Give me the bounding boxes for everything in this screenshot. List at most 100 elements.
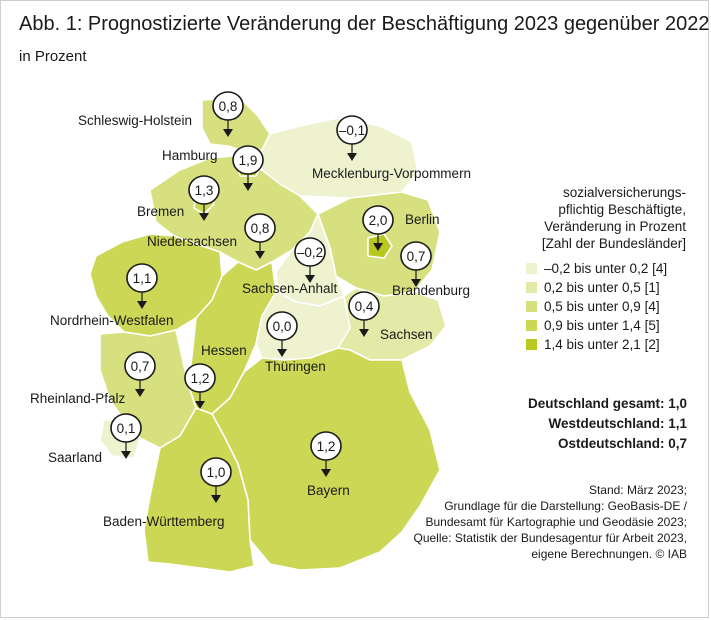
legend-swatch <box>526 320 537 331</box>
marker-bubble <box>126 263 158 293</box>
state-label: Mecklenburg-Vorpommern <box>312 166 471 181</box>
marker-pointer <box>121 451 131 459</box>
marker-value: 0,7 <box>407 249 426 264</box>
state-label: Hamburg <box>162 148 218 163</box>
legend-swatch <box>526 339 537 350</box>
marker-value: 0,7 <box>131 359 150 374</box>
marker-bubble <box>124 351 156 381</box>
marker-value: 0,1 <box>117 421 136 436</box>
value-marker: 1,2 <box>310 431 342 477</box>
legend-item: 0,2 bis unter 0,5 [1] <box>526 278 686 297</box>
value-marker: –0,1 <box>336 115 368 161</box>
marker-pointer <box>135 389 145 397</box>
marker-bubble <box>294 237 326 267</box>
value-marker: 1,3 <box>188 175 220 221</box>
state-label: Rheinland-Pfalz <box>30 391 126 406</box>
value-marker: 0,7 <box>124 351 156 397</box>
source-note: Stand: März 2023; Grundlage für die Dars… <box>413 483 688 561</box>
marker-pointer <box>211 495 221 503</box>
marker-pointer <box>137 301 147 309</box>
state-label: Hessen <box>201 343 247 358</box>
total-east: Ostdeutschland: 0,7 <box>557 436 687 451</box>
marker-pointer <box>199 213 209 221</box>
marker-bubble <box>310 431 342 461</box>
marker-value: 1,2 <box>317 439 336 454</box>
marker-bubble <box>348 291 380 321</box>
value-marker: 2,0 <box>362 205 394 251</box>
marker-bubble <box>188 175 220 205</box>
marker-value: 0,0 <box>273 319 292 334</box>
marker-bubble <box>336 115 368 145</box>
marker-bubble <box>244 213 276 243</box>
total-germany: Deutschland gesamt: 1,0 <box>527 396 687 411</box>
marker-pointer <box>359 329 369 337</box>
marker-pointer <box>411 279 421 287</box>
state-label: Berlin <box>405 212 440 227</box>
value-marker: 0,4 <box>348 291 380 337</box>
region-baden-wuerttemberg <box>143 407 255 573</box>
marker-value: 1,2 <box>191 371 210 386</box>
value-marker: 0,8 <box>244 213 276 259</box>
legend-swatch <box>526 301 537 312</box>
total-west: Westdeutschland: 1,1 <box>548 416 687 431</box>
figure-subtitle: in Prozent <box>19 48 87 65</box>
marker-pointer <box>347 153 357 161</box>
marker-value: 1,9 <box>239 153 258 168</box>
state-label: Thüringen <box>265 359 326 374</box>
state-label: Schleswig-Holstein <box>78 113 192 128</box>
marker-value: –0,1 <box>339 123 365 138</box>
value-marker: 1,2 <box>184 363 216 409</box>
marker-bubble <box>212 91 244 121</box>
marker-bubble <box>200 457 232 487</box>
marker-bubble <box>362 205 394 235</box>
marker-value: 0,8 <box>251 221 270 236</box>
value-marker: 1,1 <box>126 263 158 309</box>
legend-swatch <box>526 263 537 274</box>
state-label: Niedersachsen <box>147 234 237 249</box>
marker-value: 1,1 <box>133 271 152 286</box>
marker-value: 1,0 <box>207 465 226 480</box>
state-label: Saarland <box>48 450 102 465</box>
value-marker: 0,1 <box>110 413 142 459</box>
state-label: Sachsen-Anhalt <box>242 281 338 296</box>
legend-swatch <box>526 282 537 293</box>
state-label: Baden-Württemberg <box>103 514 225 529</box>
legend-item: 0,5 bis unter 0,9 [4] <box>526 297 686 316</box>
value-marker: 1,0 <box>200 457 232 503</box>
legend-item: 1,4 bis unter 2,1 [2] <box>526 335 686 354</box>
state-label: Bayern <box>307 483 350 498</box>
marker-pointer <box>277 349 287 357</box>
value-marker: 0,7 <box>400 241 432 287</box>
state-label: Nordrhein-Westfalen <box>50 313 174 328</box>
marker-bubble <box>232 145 264 175</box>
marker-bubble <box>110 413 142 443</box>
marker-pointer <box>223 129 233 137</box>
value-marker: –0,2 <box>294 237 326 283</box>
state-label: Bremen <box>137 204 184 219</box>
legend-item: –0,2 bis unter 0,2 [4] <box>526 259 686 278</box>
marker-bubble <box>266 311 298 341</box>
marker-pointer <box>373 243 383 251</box>
marker-pointer <box>305 275 315 283</box>
marker-pointer <box>255 251 265 259</box>
figure-title: Abb. 1: Prognostizierte Veränderung der … <box>19 13 710 35</box>
legend: sozialversicherungs- pflichtig Beschäfti… <box>520 184 686 354</box>
state-label: Brandenburg <box>392 283 470 298</box>
state-label: Sachsen <box>380 327 433 342</box>
marker-value: 2,0 <box>369 213 388 228</box>
value-marker: 0,8 <box>212 91 244 137</box>
marker-value: 0,8 <box>219 99 238 114</box>
marker-bubble <box>400 241 432 271</box>
legend-item: 0,9 bis unter 1,4 [5] <box>526 316 686 335</box>
value-marker: 0,0 <box>266 311 298 357</box>
marker-pointer <box>243 183 253 191</box>
value-marker: 1,9 <box>232 145 264 191</box>
marker-bubble <box>184 363 216 393</box>
marker-value: 1,3 <box>195 183 214 198</box>
legend-items: –0,2 bis unter 0,2 [4] 0,2 bis unter 0,5… <box>526 259 686 354</box>
totals: Deutschland gesamt: 1,0 Westdeutschland:… <box>528 394 687 454</box>
marker-value: –0,2 <box>297 245 323 260</box>
marker-value: 0,4 <box>355 299 374 314</box>
